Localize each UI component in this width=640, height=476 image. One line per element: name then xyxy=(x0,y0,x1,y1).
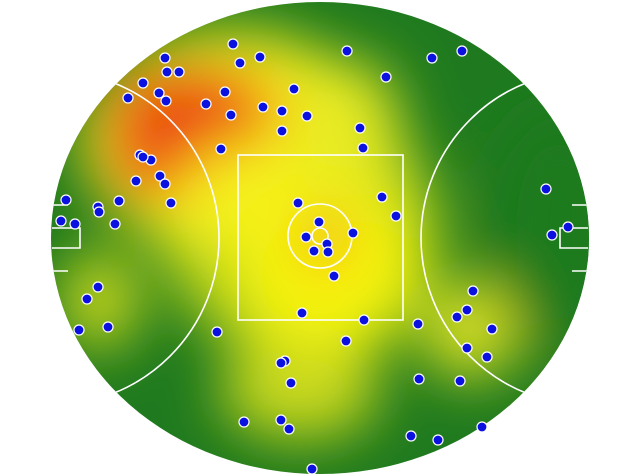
point xyxy=(412,318,424,330)
point xyxy=(109,218,121,230)
point xyxy=(486,323,498,335)
point xyxy=(102,321,114,333)
point xyxy=(165,197,177,209)
point xyxy=(159,178,171,190)
point xyxy=(562,221,574,233)
point xyxy=(546,229,558,241)
point xyxy=(81,293,93,305)
point xyxy=(306,463,318,475)
point xyxy=(300,231,312,243)
point xyxy=(257,101,269,113)
point xyxy=(276,105,288,117)
point xyxy=(296,307,308,319)
points xyxy=(55,38,574,475)
point xyxy=(456,45,468,57)
point xyxy=(467,285,479,297)
point xyxy=(292,197,304,209)
point xyxy=(454,375,466,387)
point xyxy=(275,414,287,426)
point xyxy=(405,430,417,442)
point xyxy=(288,83,300,95)
point xyxy=(159,52,171,64)
point xyxy=(340,335,352,347)
point xyxy=(354,122,366,134)
point xyxy=(122,92,134,104)
point xyxy=(540,183,552,195)
point xyxy=(390,210,402,222)
point xyxy=(238,416,250,428)
point xyxy=(341,45,353,57)
point xyxy=(481,351,493,363)
point xyxy=(211,326,223,338)
point xyxy=(357,142,369,154)
point xyxy=(347,227,359,239)
point xyxy=(301,110,313,122)
point xyxy=(137,151,149,163)
point xyxy=(254,51,266,63)
point xyxy=(154,170,166,182)
point xyxy=(476,421,488,433)
point xyxy=(380,71,392,83)
point xyxy=(276,125,288,137)
point xyxy=(130,175,142,187)
point xyxy=(161,66,173,78)
point xyxy=(328,270,340,282)
point xyxy=(200,98,212,110)
point xyxy=(376,191,388,203)
point xyxy=(55,215,67,227)
point xyxy=(358,314,370,326)
point xyxy=(219,86,231,98)
point xyxy=(285,377,297,389)
point xyxy=(227,38,239,50)
point xyxy=(173,66,185,78)
point xyxy=(73,324,85,336)
point xyxy=(426,52,438,64)
point xyxy=(322,246,334,258)
point xyxy=(215,143,227,155)
point xyxy=(432,434,444,446)
point xyxy=(275,357,287,369)
point xyxy=(313,216,325,228)
point xyxy=(69,218,81,230)
point xyxy=(160,95,172,107)
point xyxy=(461,304,473,316)
point xyxy=(92,281,104,293)
point xyxy=(153,87,165,99)
point xyxy=(283,423,295,435)
point xyxy=(60,194,72,206)
point xyxy=(234,57,246,69)
point xyxy=(461,342,473,354)
point xyxy=(225,109,237,121)
point xyxy=(308,245,320,257)
point xyxy=(451,311,463,323)
point xyxy=(93,206,105,218)
point xyxy=(413,373,425,385)
point xyxy=(137,77,149,89)
point xyxy=(113,195,125,207)
